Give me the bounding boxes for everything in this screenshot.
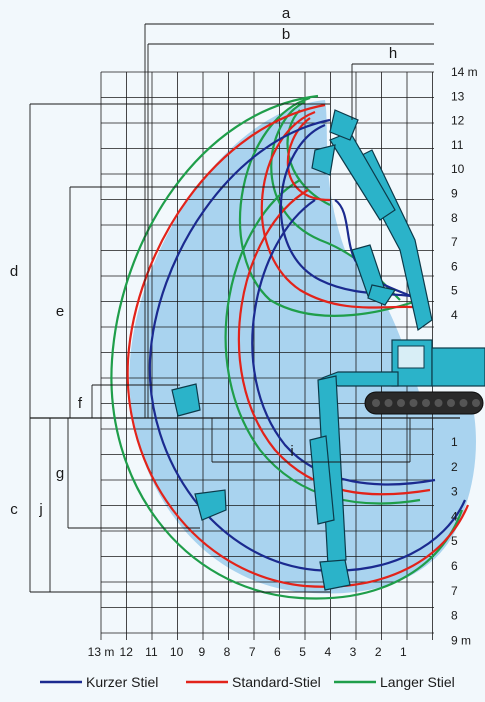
bucket-near bbox=[367, 284, 396, 306]
excavator-cab-window bbox=[397, 345, 425, 369]
curve-kurzer-lower bbox=[251, 199, 436, 486]
bottom-tick-label: 3 bbox=[350, 645, 357, 659]
curve-kurzer-inner-1 bbox=[279, 123, 426, 302]
curve-kurzer-outer bbox=[148, 118, 467, 572]
legend-label: Kurzer Stiel bbox=[86, 674, 158, 690]
bottom-tick-label: 10 bbox=[170, 645, 184, 659]
dim-label-a: a bbox=[282, 5, 291, 22]
right-axis-above-ground: 14 m 13 12 11 10 9 8 7 6 5 4 bbox=[451, 65, 478, 322]
right-tick-label: 7 bbox=[451, 235, 458, 249]
right-tick-label: 12 bbox=[451, 114, 465, 128]
dimension-lines bbox=[29, 23, 434, 593]
right-tick-label: 5 bbox=[451, 284, 458, 298]
reach-area bbox=[129, 100, 476, 594]
bottom-tick-label: 4 bbox=[324, 645, 331, 659]
excavator-stick-depth-arm bbox=[309, 435, 335, 525]
dim-label-e: e bbox=[56, 303, 64, 320]
excavator-stick-upper bbox=[329, 131, 396, 221]
dim-label-j: j bbox=[38, 501, 42, 518]
track-roller bbox=[459, 399, 468, 407]
curves-kurzer-stiel bbox=[148, 118, 467, 572]
bottom-tick-label: 11 bbox=[145, 645, 158, 659]
bottom-tick-label: 5 bbox=[299, 645, 306, 659]
track-roller bbox=[384, 399, 393, 407]
track-roller bbox=[422, 399, 430, 407]
curve-langer-inner-1 bbox=[239, 96, 421, 317]
dim-label-g: g bbox=[56, 465, 64, 482]
right-tick-label: 4 bbox=[451, 308, 458, 322]
bottom-tick-label: 2 bbox=[375, 645, 382, 659]
bucket-depth bbox=[319, 559, 351, 591]
bucket-left-low bbox=[194, 489, 227, 521]
dim-label-i: i bbox=[290, 443, 293, 460]
excavator-lower bbox=[171, 371, 399, 591]
right-tick-label: 2 bbox=[451, 460, 458, 474]
curve-standard-lower bbox=[237, 189, 431, 496]
curve-standard-outer bbox=[126, 103, 470, 588]
track-rollers bbox=[372, 399, 480, 407]
right-tick-label: 5 bbox=[451, 534, 458, 548]
curve-standard-inner-1 bbox=[260, 110, 431, 312]
bottom-tick-label: 13 m bbox=[88, 645, 115, 659]
right-tick-label: 11 bbox=[451, 138, 464, 152]
excavator-body bbox=[364, 339, 485, 415]
legend-label: Standard-Stiel bbox=[232, 674, 321, 690]
right-tick-label: 13 bbox=[451, 89, 465, 103]
right-tick-label: 8 bbox=[451, 609, 458, 623]
right-tick-label: 14 m bbox=[451, 65, 478, 79]
right-tick-label: 7 bbox=[451, 584, 458, 598]
bottom-tick-label: 8 bbox=[224, 645, 231, 659]
track-roller bbox=[472, 399, 480, 407]
track-roller bbox=[434, 399, 443, 407]
excavator-housing bbox=[431, 347, 485, 387]
bottom-tick-label: 7 bbox=[249, 645, 256, 659]
dim-label-c: c bbox=[10, 501, 18, 518]
right-tick-label: 3 bbox=[451, 485, 458, 499]
curve-langer-lower bbox=[224, 179, 421, 505]
bucket-left-ground bbox=[171, 383, 201, 417]
bucket-mid bbox=[311, 144, 336, 176]
right-tick-label: 10 bbox=[451, 162, 465, 176]
right-tick-label: 4 bbox=[451, 509, 458, 523]
right-tick-label: 6 bbox=[451, 259, 458, 273]
right-tick-label: 1 bbox=[451, 435, 458, 449]
right-tick-label: 9 m bbox=[451, 633, 471, 647]
bottom-tick-label: 12 bbox=[120, 645, 134, 659]
legend-label: Langer Stiel bbox=[380, 674, 455, 690]
excavator-upper bbox=[311, 109, 433, 332]
dim-label-b: b bbox=[282, 26, 290, 43]
bottom-tick-label: 1 bbox=[400, 645, 407, 659]
dim-label-d: d bbox=[10, 263, 18, 280]
legend: Kurzer Stiel Standard-Stiel Langer Stiel bbox=[40, 674, 455, 690]
bottom-axis: 13 m 12 11 10 9 8 7 6 5 4 3 2 1 bbox=[88, 645, 407, 659]
right-axis-below-ground: 1 2 3 4 5 6 7 8 9 m bbox=[451, 435, 471, 647]
bottom-tick-label: 9 bbox=[198, 645, 205, 659]
bucket-top bbox=[329, 109, 359, 141]
dim-label-h: h bbox=[389, 45, 397, 62]
right-tick-label: 6 bbox=[451, 559, 458, 573]
curve-langer-outer bbox=[110, 94, 464, 600]
right-tick-label: 9 bbox=[451, 187, 458, 201]
dim-label-f: f bbox=[78, 395, 83, 412]
track-roller bbox=[372, 399, 380, 407]
bottom-tick-label: 6 bbox=[274, 645, 281, 659]
right-tick-label: 8 bbox=[451, 211, 458, 225]
track-roller bbox=[447, 399, 455, 407]
track-roller bbox=[397, 399, 405, 407]
track-roller bbox=[409, 399, 418, 407]
